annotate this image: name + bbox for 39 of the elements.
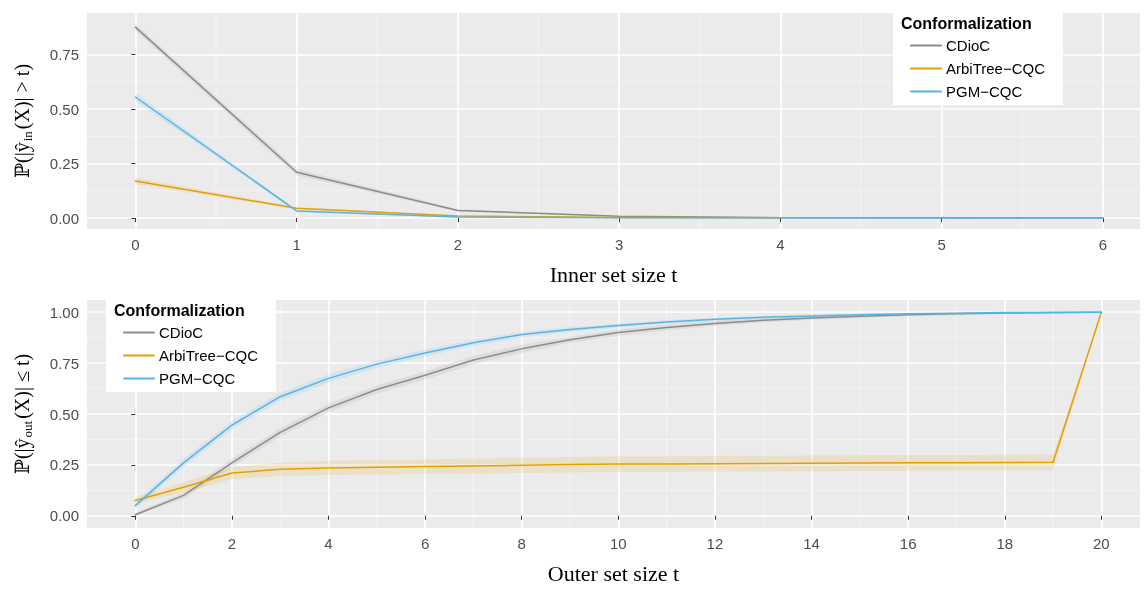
x-tick-label: 1	[292, 236, 301, 253]
legend-label: CDioC	[159, 324, 204, 341]
x-tick-label: 2	[227, 535, 237, 552]
y-tick-label: 0.25	[49, 155, 79, 173]
x-tick-label: 3	[614, 236, 624, 253]
x-tick-label: 6	[420, 535, 430, 552]
y-axis-title: ℙ(|ŷin(X)| > t)	[11, 63, 35, 179]
x-tick-label: 12	[706, 535, 724, 552]
y-tick-label: 0.25	[49, 456, 79, 474]
x-axis-title: Inner set size t	[549, 261, 678, 287]
x-tick-label: 0	[131, 535, 140, 552]
y-axis-title: ℙ(|ŷout(X)| ≤ t)	[11, 353, 35, 475]
x-tick-label: 5	[937, 236, 946, 253]
x-tick-label: 8	[517, 535, 526, 552]
x-tick-label: 16	[899, 535, 917, 552]
x-axis-title: Outer set size t	[547, 560, 680, 586]
x-tick-label: 4	[776, 236, 785, 253]
legend-label: PGM−CQC	[159, 370, 236, 387]
x-tick-label: 18	[996, 535, 1014, 552]
x-tick-label: 4	[324, 535, 333, 552]
y-tick-label: 0.50	[49, 405, 79, 423]
legend-title: Conformalization	[114, 301, 245, 319]
y-tick-label: 1.00	[49, 303, 79, 321]
x-tick-label: 2	[453, 236, 463, 253]
legend-title: Conformalization	[901, 14, 1032, 32]
x-tick-label: 6	[1098, 236, 1108, 253]
legend-label: ArbiTree−CQC	[946, 60, 1046, 77]
y-tick-label: 0.50	[49, 100, 79, 118]
y-tick-label: 0.75	[49, 45, 79, 63]
legend-label: ArbiTree−CQC	[159, 347, 259, 364]
x-tick-label: 0	[131, 236, 140, 253]
y-tick-label: 0.75	[49, 354, 79, 372]
x-tick-label: 10	[609, 535, 627, 552]
y-tick-label: 0.00	[49, 209, 79, 227]
x-tick-label: 20	[1093, 535, 1110, 552]
y-tick-label: 0.00	[49, 507, 79, 525]
x-tick-label: 14	[803, 535, 820, 552]
legend-label: PGM−CQC	[946, 83, 1023, 100]
legend-label: CDioC	[946, 37, 991, 54]
